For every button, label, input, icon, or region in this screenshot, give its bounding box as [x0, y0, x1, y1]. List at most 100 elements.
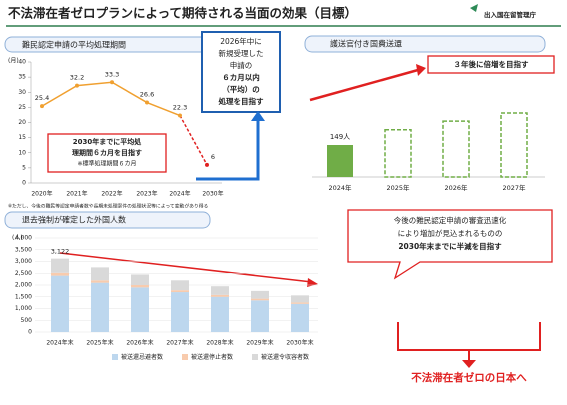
x-tick-label: 2030年 [202, 190, 223, 198]
title: 不法滞在者ゼロプランによって期待される当面の効果（目標） [8, 6, 357, 21]
y-tick-label: 500 [21, 317, 33, 324]
panel-title: 護送官付き国費送還 [330, 39, 402, 49]
bar-segment [171, 292, 189, 332]
y-tick-label: 40 [18, 59, 26, 66]
callout-box [427, 55, 555, 74]
y-tick-label: 5 [22, 164, 26, 171]
x-tick-label: 2025年末 [86, 339, 113, 347]
red-arrow [59, 252, 313, 283]
y-axis-label: (人) [12, 235, 23, 242]
callout-box [347, 209, 553, 280]
y-axis-label: (月) [8, 58, 19, 65]
legend-label: 被送還令収容者数 [261, 353, 309, 361]
bar [384, 129, 412, 178]
box-line: 新規受理した [219, 48, 264, 58]
y-tick-label: 30 [18, 89, 26, 96]
box-line: 処理を目指す [218, 96, 264, 106]
y-tick-label: 1,000 [15, 305, 32, 312]
value-label: 33.3 [105, 70, 119, 78]
x-tick-label: 2022年 [101, 190, 122, 198]
value-label: 149人 [330, 133, 350, 141]
panel-header [304, 35, 546, 53]
y-tick-label: 25 [18, 104, 26, 111]
logo-mark [470, 4, 478, 12]
x-tick-label: 2020年 [31, 190, 52, 198]
callout-note: ※標準処理期間６カ月 [77, 160, 136, 168]
red-arrowhead [416, 64, 426, 76]
y-tick-label: 0 [28, 329, 32, 336]
footer: 不法滞在者ゼロの日本へ [411, 371, 527, 384]
y-tick-label: 3,000 [15, 258, 32, 265]
bar-segment [51, 258, 69, 273]
x-tick-label: 2025年 [386, 183, 410, 192]
target-line [179, 115, 208, 166]
value-label: 32.2 [70, 74, 84, 82]
callout: ３年後に倍増を目指す [454, 59, 529, 69]
x-tick-label: 2027年 [502, 183, 526, 192]
x-tick-label: 2024年末 [46, 339, 73, 347]
point [145, 100, 149, 105]
x-tick-label: 2024年 [328, 183, 352, 192]
y-tick-label: 3,500 [15, 246, 32, 253]
value-label: 22.3 [173, 104, 187, 112]
bar-segment [211, 294, 229, 297]
x-tick-label: 2030年末 [286, 339, 313, 347]
value-label: 25.4 [35, 94, 49, 102]
callout: 2030年末までに半減を目指す [398, 241, 502, 251]
red-arrow [309, 68, 419, 102]
y-tick-label: 0 [22, 180, 26, 187]
x-tick-label: 2027年末 [166, 339, 193, 347]
y-tick-label: 2,000 [15, 282, 32, 289]
box-line: 申請の [230, 60, 253, 70]
legend-swatch [182, 354, 188, 360]
bar-segment [211, 286, 229, 295]
callout: 今後の難民認定申請の審査迅速化 [394, 215, 507, 225]
callout: 理期間６カ月を目指す [72, 148, 142, 157]
box-line: （平均）の [222, 84, 260, 94]
y-tick-label: 35 [18, 74, 26, 81]
logo: 出入国在留管理庁 [484, 10, 537, 19]
point [40, 104, 44, 109]
callout-box [47, 133, 167, 173]
box-line: ６カ月以内 [222, 72, 260, 82]
y-tick-label: 15 [18, 134, 26, 141]
bar-segment [91, 282, 109, 332]
bar-segment [131, 274, 149, 285]
bar-segment [131, 285, 149, 288]
y-tick-label: 20 [18, 119, 26, 126]
bar [500, 112, 528, 178]
blue-arrowhead [251, 111, 265, 121]
bar [327, 145, 353, 177]
blue-arrow [196, 120, 260, 181]
x-tick-label: 2023年 [136, 190, 157, 198]
footer-arrowhead [462, 360, 476, 368]
x-tick-label: 2021年 [66, 190, 87, 198]
bar-segment [291, 303, 309, 332]
y-tick-label: 2,500 [15, 270, 32, 277]
bar-segment [251, 298, 269, 301]
bar-segment [131, 287, 149, 332]
x-tick-label: 2024年 [169, 190, 190, 198]
point [205, 162, 209, 167]
bar-segment [171, 280, 189, 291]
bar-segment [291, 295, 309, 303]
legend-label: 被送還忌避者数 [121, 353, 163, 361]
y-tick-label: 10 [18, 149, 26, 156]
target-box [201, 31, 281, 113]
x-tick-label: 2026年末 [126, 339, 153, 347]
x-tick-label: 2029年末 [246, 339, 273, 347]
bar-segment [91, 280, 109, 283]
legend-swatch [252, 354, 258, 360]
value-label: 6 [211, 153, 215, 161]
bar-segment [51, 275, 69, 332]
box-line: 2026年中に [220, 36, 262, 46]
panel-title: 退去強制が確定した外国人数 [22, 215, 126, 225]
point [178, 113, 182, 118]
total-label: 3,122 [51, 248, 70, 256]
value-label: 26.6 [140, 91, 154, 99]
panel-title: 難民認定申請の平均処理期間 [22, 40, 126, 50]
bar-segment [211, 296, 229, 332]
bar-segment [251, 290, 269, 299]
x-tick-label: 2026年 [444, 183, 468, 192]
